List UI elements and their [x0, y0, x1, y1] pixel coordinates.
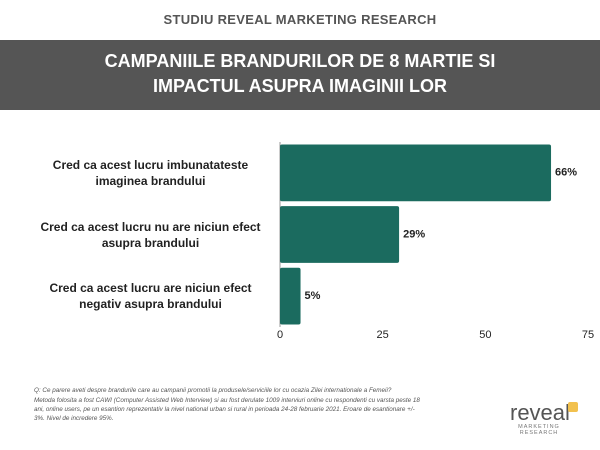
bar: [280, 144, 552, 202]
category-label: Cred ca acest lucru imbunatateste imagin…: [52, 157, 249, 188]
x-tick-label: 25: [377, 329, 389, 341]
value-label: 5%: [305, 290, 321, 302]
x-tick-label: 75: [582, 329, 594, 341]
logo-icon: [568, 402, 578, 412]
value-label: 29%: [403, 228, 425, 240]
x-tick-label: 50: [479, 329, 491, 341]
chart-title: CAMPANIILE BRANDURILOR DE 8 MARTIE SI IM…: [104, 51, 496, 96]
footnote: Q: Ce parere aveti despre brandurile car…: [34, 386, 424, 424]
bar: [280, 206, 400, 263]
footnote-method: Metoda folosita a fost CAWI (Computer As…: [34, 397, 420, 422]
bar: [280, 267, 301, 325]
value-label: 66%: [555, 167, 577, 179]
chart: 0 25 50 75 66% 29% 5%: [277, 142, 594, 341]
logo-name: reveal: [510, 400, 570, 425]
category-label: Cred ca acest lucru are niciun efect neg…: [49, 281, 252, 312]
logo-tagline: MARKETING RESEARCH: [518, 424, 560, 436]
header: STUDIU REVEAL MARKETING RESEARCH: [163, 12, 437, 27]
logo: reveal MARKETING RESEARCH: [510, 402, 590, 436]
footnote-question: Q: Ce parere aveti despre brandurile car…: [34, 387, 392, 394]
category-label: Cred ca acest lucru nu are niciun efect …: [40, 219, 261, 250]
x-tick-label: 0: [277, 329, 283, 341]
title-band: [0, 40, 600, 110]
